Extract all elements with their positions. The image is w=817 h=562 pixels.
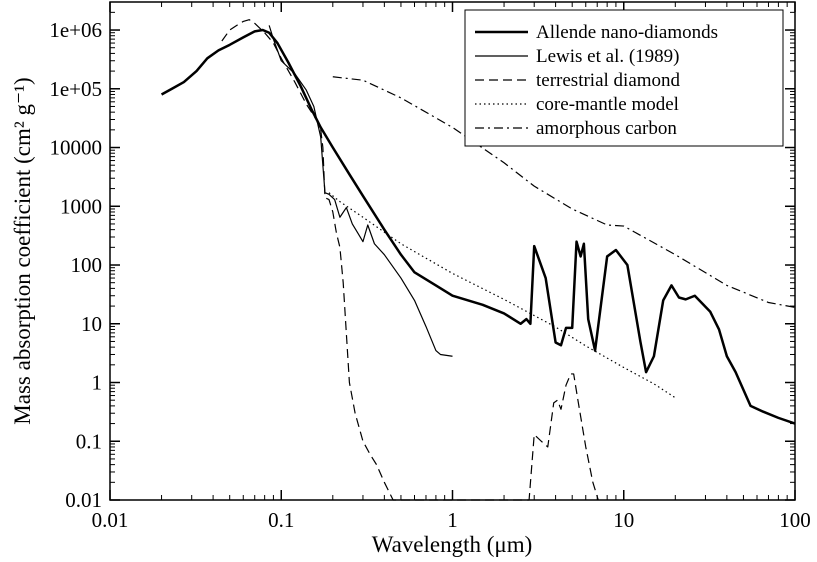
legend-label: Allende nano-diamonds bbox=[536, 22, 718, 43]
series-line-allende-nano-diamonds bbox=[160, 28, 796, 425]
y-axis-label: Mass absorption coefficient (cm² g⁻¹) bbox=[10, 77, 35, 424]
y-axis-ticks: 0.01 0.1 1 10 100 1000 10000 1e+05 1e+06 bbox=[49, 1, 795, 512]
legend-label: Lewis et al. (1989) bbox=[536, 46, 680, 67]
legend-label: amorphous carbon bbox=[536, 118, 677, 139]
y-tick-label: 1e+06 bbox=[49, 18, 102, 42]
series-line-core-mantle-model bbox=[328, 192, 676, 399]
x-tick-label: 1 bbox=[447, 508, 458, 532]
y-tick-label: 1 bbox=[92, 371, 103, 395]
x-tick-label: 0.1 bbox=[268, 508, 294, 532]
x-tick-label: 0.01 bbox=[92, 508, 129, 532]
series-line-lewis-et-al-1989 bbox=[268, 25, 453, 357]
legend-label: terrestrial diamond bbox=[536, 70, 681, 91]
series-line-terrestrial-diamond bbox=[221, 19, 599, 501]
y-tick-label: 0.1 bbox=[76, 429, 102, 453]
y-tick-label: 1e+05 bbox=[49, 77, 102, 101]
series-line-amorphous-carbon bbox=[332, 76, 796, 308]
y-tick-label: 10 bbox=[81, 312, 102, 336]
y-tick-label: 10000 bbox=[50, 136, 103, 160]
x-axis-ticks: 0.01 0.1 1 10 100 bbox=[92, 2, 811, 532]
legend: Allende nano-diamonds Lewis et al. (1989)… bbox=[464, 9, 784, 147]
legend-label: core-mantle model bbox=[536, 94, 679, 115]
y-tick-label: 1000 bbox=[60, 194, 102, 218]
x-tick-label: 10 bbox=[613, 508, 634, 532]
series-layer bbox=[160, 19, 796, 501]
x-axis-label: Wavelength (μm) bbox=[372, 532, 533, 557]
y-tick-label: 100 bbox=[71, 253, 103, 277]
y-tick-label: 0.01 bbox=[65, 488, 102, 512]
x-tick-label: 100 bbox=[779, 508, 811, 532]
